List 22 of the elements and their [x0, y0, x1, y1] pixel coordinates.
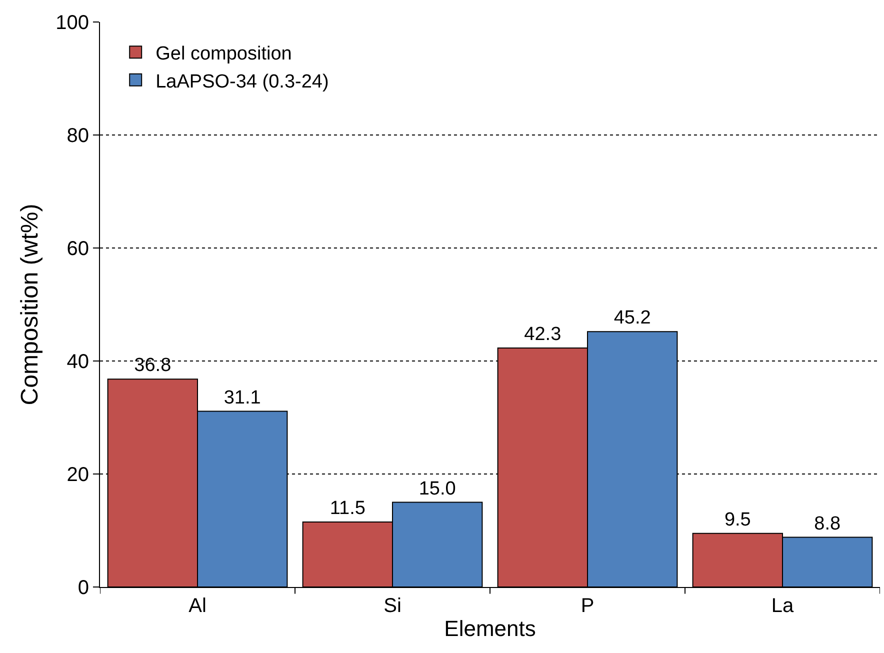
- y-axis-title: Composition (wt%): [16, 204, 44, 406]
- x-tick-label: La: [771, 595, 794, 617]
- data-label: 31.1: [224, 387, 261, 408]
- data-label: 45.2: [614, 308, 651, 329]
- y-tick-label: 40: [66, 351, 89, 373]
- data-label: 36.8: [134, 355, 172, 376]
- x-axis-title: Elements: [444, 616, 536, 641]
- y-tick-label: 0: [78, 577, 89, 599]
- x-tick-label: Al: [188, 595, 206, 617]
- y-tick-label: 60: [66, 238, 89, 260]
- legend-label: LaAPSO-34 (0.3-24): [156, 71, 329, 92]
- y-tick-label: 100: [56, 12, 89, 34]
- x-tick-label: Si: [384, 595, 402, 617]
- data-label: 42.3: [524, 324, 562, 346]
- data-label: 8.8: [814, 513, 841, 534]
- y-tick-label: 80: [66, 125, 89, 147]
- legend-label: Gel composition: [156, 44, 292, 65]
- data-label: 9.5: [724, 509, 751, 530]
- data-label: 11.5: [330, 498, 366, 520]
- y-tick-label: 20: [66, 464, 89, 486]
- data-label: 15.0: [418, 478, 456, 500]
- x-tick-label: P: [580, 595, 594, 617]
